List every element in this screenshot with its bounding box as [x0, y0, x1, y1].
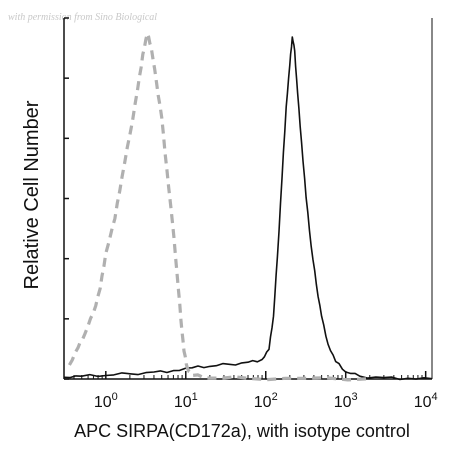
y-axis-label: Relative Cell Number: [21, 100, 43, 289]
x-tick-label: 102: [254, 391, 278, 411]
permission-watermark: with permission from Sino Biological: [8, 12, 157, 23]
series-lines: [63, 31, 433, 382]
sirpa-series: [63, 36, 433, 381]
x-tick-label: 101: [174, 391, 198, 411]
plot-area: [63, 18, 433, 380]
x-tick-labels: 100 101 102 103 104: [94, 391, 438, 411]
x-tick-label: 100: [94, 391, 118, 411]
x-tick-label: 103: [334, 391, 358, 411]
y-tick-marks: [64, 17, 69, 380]
x-axis-label: APC SIRPA(CD172a), with isotype control: [74, 421, 410, 441]
x-tick-label: 104: [414, 391, 438, 411]
